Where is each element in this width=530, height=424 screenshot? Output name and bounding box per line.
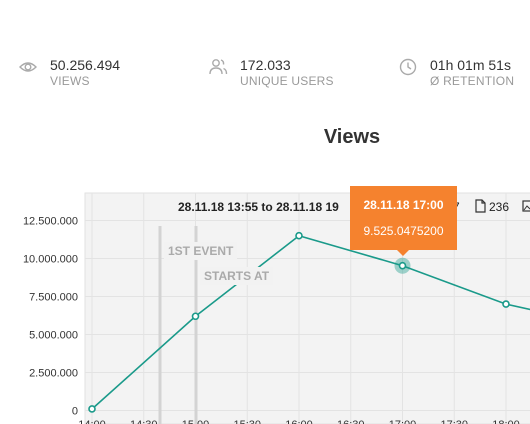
data-tooltip: 28.11.18 17:00 9.525.0475200 — [350, 186, 457, 256]
x-tick-label: 16:30 — [337, 419, 365, 424]
eye-icon — [19, 62, 37, 72]
data-point — [88, 405, 96, 413]
x-tick-label: 15:30 — [233, 419, 261, 424]
y-tick-label: 0 — [72, 406, 78, 418]
image-icon[interactable] — [522, 200, 530, 212]
stat-retention: 01h 01m 51s Ø RETENTION — [398, 56, 514, 88]
x-tick-label: 14:00 — [78, 419, 106, 424]
y-tick-label: 10.000.000 — [23, 254, 78, 266]
x-tick-label: 16:00 — [285, 419, 313, 424]
users-icon — [209, 59, 228, 75]
range-label: 28.11.18 13:55 to 28.11.18 19 — [178, 200, 339, 214]
chart-title: Views — [323, 126, 381, 148]
unique-users-value: 172.033 — [240, 57, 291, 73]
series-line — [91, 234, 530, 410]
views-label: VIEWS — [50, 74, 90, 88]
x-tick-label: 14:30 — [130, 419, 158, 424]
y-tick-label: 12.500.000 — [23, 216, 78, 228]
tooltip-time: 28.11.18 17:00 — [363, 198, 444, 212]
tooltip-value: 9.525.0475200 — [363, 224, 444, 238]
stat-views: 50.256.494 VIEWS — [18, 56, 120, 88]
annotation-starts-at: STARTS AT — [200, 267, 274, 285]
x-tick-label: 17:30 — [440, 419, 468, 424]
x-tick-label: 18:00 — [492, 419, 520, 424]
data-point — [191, 312, 200, 321]
unique-users-label: UNIQUE USERS — [240, 74, 334, 88]
doc-count-label: 236 — [489, 200, 509, 214]
tooltip-pointer — [397, 250, 409, 256]
clock-icon — [399, 58, 417, 76]
data-point — [502, 300, 510, 308]
x-tick-label: 17:00 — [389, 419, 417, 424]
document-icon — [475, 199, 486, 213]
data-points — [88, 231, 510, 413]
retention-label: Ø RETENTION — [430, 74, 515, 88]
data-point — [295, 231, 303, 240]
stat-unique-users: 172.033 UNIQUE USERS — [208, 56, 334, 88]
plot-area — [84, 192, 530, 424]
views-value: 50.256.494 — [50, 57, 121, 73]
data-point — [398, 261, 407, 270]
retention-value: 01h 01m 51s — [430, 57, 511, 73]
y-tick-label: 7.500.000 — [29, 292, 78, 304]
annotation-1st-event: 1ST EVENT — [164, 242, 238, 260]
y-tick-label: 2.500.000 — [29, 368, 78, 380]
y-tick-label: 5.000.000 — [29, 330, 78, 342]
stats-row: 50.256.494 VIEWS 172.033 UNIQUE USERS 01… — [0, 56, 530, 96]
